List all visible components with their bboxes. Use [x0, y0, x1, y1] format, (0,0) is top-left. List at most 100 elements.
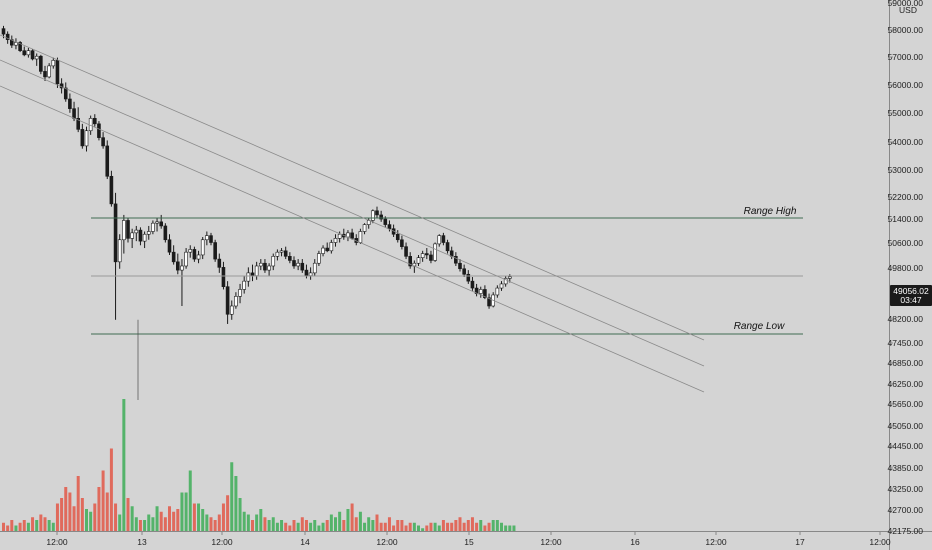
volume-bar — [354, 517, 358, 531]
volume-bar — [462, 522, 466, 531]
candle-body — [221, 267, 226, 287]
volume-bar — [151, 517, 155, 531]
volume-bars — [2, 399, 516, 531]
time-tick-label: 13 — [137, 537, 147, 547]
volume-bar — [267, 520, 271, 531]
volume-bar — [238, 498, 242, 531]
volume-bar — [205, 514, 209, 531]
volume-bar — [329, 514, 333, 531]
candle-body — [146, 231, 151, 235]
candle-body — [466, 273, 471, 282]
time-tick-label: 12:00 — [211, 537, 233, 547]
volume-bar — [188, 470, 192, 531]
volume-bar — [130, 506, 134, 531]
candle-body — [267, 265, 271, 271]
volume-bar — [93, 503, 97, 531]
volume-bar — [495, 520, 499, 531]
volume-bar — [60, 498, 64, 531]
volume-bar — [2, 522, 5, 531]
price-tick-label: 54000.00 — [888, 137, 924, 147]
candle-body — [304, 269, 309, 276]
candle-body — [109, 175, 114, 205]
candle-body — [159, 221, 163, 227]
current-price-tag: 49056.02 03:47 — [890, 285, 932, 306]
candle-body — [487, 297, 491, 307]
candle-body — [300, 262, 305, 271]
time-axis[interactable]: 12:00 13 12:00 14 12:00 15 12:00 16 12:00 17 12:00 — [46, 531, 891, 547]
volume-bar — [255, 514, 259, 531]
volume-bar — [114, 503, 118, 531]
annotation-labels: Range High Range Low — [734, 206, 797, 332]
candle-body — [39, 55, 43, 72]
volume-bar — [80, 498, 84, 531]
volume-bar — [387, 517, 391, 531]
volume-bar — [479, 520, 483, 531]
volume-bar — [31, 517, 35, 531]
candle-body — [333, 238, 338, 243]
candle-body — [337, 233, 342, 239]
volume-bar — [109, 448, 113, 531]
volume-bar — [251, 520, 254, 531]
volume-bar — [143, 520, 147, 531]
volume-bar — [288, 525, 292, 531]
candle-body — [180, 265, 184, 271]
time-tick-label: 12:00 — [376, 537, 398, 547]
volume-bar — [221, 503, 225, 531]
channel-trend-line[interactable] — [0, 85, 705, 393]
volume-bar — [491, 520, 495, 531]
volume-bar — [358, 511, 362, 531]
candle-body — [117, 239, 122, 263]
volume-bar — [259, 509, 263, 531]
price-tick-label: 53000.00 — [888, 165, 924, 175]
candle-body — [234, 296, 238, 307]
volume-bar — [500, 522, 503, 531]
volume-bar — [375, 514, 379, 531]
channel-trend-line[interactable] — [0, 34, 705, 341]
volume-bar — [89, 511, 93, 531]
candle-body — [142, 233, 147, 242]
candle-body — [383, 218, 388, 225]
volume-bar — [317, 525, 321, 531]
candle-body — [424, 253, 429, 256]
price-tick-label: 43850.00 — [888, 463, 924, 473]
candle-body — [205, 235, 209, 241]
volume-bar — [234, 476, 238, 531]
candle-body — [420, 253, 425, 258]
volume-bar — [400, 520, 404, 531]
candle-body — [213, 242, 217, 260]
candle-body — [167, 239, 172, 253]
candle-body — [151, 222, 155, 232]
candle-body — [72, 108, 76, 119]
time-tick-label: 12:00 — [869, 537, 891, 547]
volume-bar — [263, 517, 267, 531]
price-tick-label: 45650.00 — [888, 399, 924, 409]
candle-body — [404, 246, 408, 257]
volume-bar — [39, 514, 43, 531]
volume-bar — [26, 522, 30, 531]
candle-body — [225, 286, 230, 315]
volume-bar — [22, 520, 26, 531]
candle-body — [196, 254, 201, 260]
price-tick-label: 59000.00 — [888, 0, 924, 8]
volume-bar — [10, 520, 14, 531]
volume-bar — [230, 462, 234, 531]
channel-trend-line[interactable] — [0, 59, 705, 367]
price-tick-label: 50600.00 — [888, 238, 924, 248]
price-axis[interactable]: USD 59000.00 58000.00 57000.00 56000.00 5500… — [888, 0, 924, 536]
price-tick-label: 48200.00 — [888, 314, 924, 324]
volume-bar — [118, 514, 122, 531]
candle-body — [101, 137, 105, 147]
volume-bar — [433, 522, 437, 531]
volume-bar — [105, 492, 109, 531]
candle-body — [321, 247, 325, 254]
candle-body — [5, 33, 10, 40]
volume-bar — [417, 525, 420, 531]
candle-body — [483, 289, 487, 299]
drawing-lines[interactable] — [0, 34, 803, 400]
candle-body — [229, 305, 234, 315]
candle-body — [325, 247, 330, 252]
current-price-badge — [890, 285, 932, 306]
candle-body — [43, 71, 47, 78]
candle-body — [238, 289, 242, 297]
